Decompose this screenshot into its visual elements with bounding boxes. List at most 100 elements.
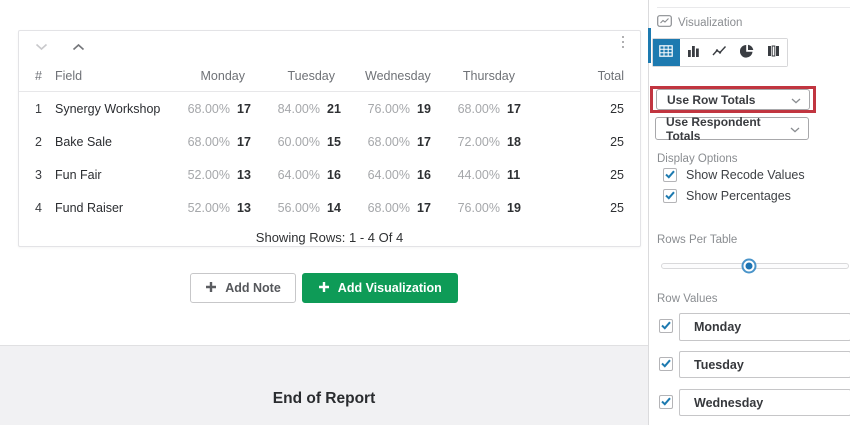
pct-value: 68.00% xyxy=(187,101,230,116)
settings-sidebar: Visualization xyxy=(648,0,850,425)
line-chart-icon xyxy=(712,45,727,60)
pct-value: 76.00% xyxy=(457,200,500,215)
pct-value: 68.00% xyxy=(187,134,230,149)
visualization-section-header: Visualization xyxy=(657,15,742,30)
row-field-name: Synergy Workshop xyxy=(55,101,161,116)
count-value: 17 xyxy=(237,101,251,116)
bar-chart-icon xyxy=(687,45,700,60)
row-total: 25 xyxy=(610,134,624,149)
show-percentages-option[interactable]: Show Percentages xyxy=(663,189,791,203)
table-row: 4 Fund Raiser 52.00% 13 56.00% 14 68.00% 17… xyxy=(19,191,640,224)
count-value: 17 xyxy=(417,200,431,215)
count-value: 19 xyxy=(507,200,521,215)
pct-value: 64.00% xyxy=(277,167,320,182)
display-options-label: Display Options xyxy=(657,153,738,165)
row-total: 25 xyxy=(610,167,624,182)
row-value-monday-checkbox[interactable] xyxy=(659,319,673,333)
show-recode-values-checkbox[interactable] xyxy=(663,168,677,182)
viz-type-line-chart-button[interactable] xyxy=(706,39,734,66)
pct-value: 44.00% xyxy=(457,167,500,182)
highlight-box: Use Row Totals xyxy=(650,86,816,113)
sidebar-scrollbar-thumb[interactable] xyxy=(648,28,651,63)
dropdown-value: Use Respondent Totals xyxy=(666,114,761,143)
add-visualization-button[interactable]: Add Visualization xyxy=(301,273,458,303)
showing-rows-status: Showing Rows: 1 - 4 Of 4 xyxy=(255,230,404,245)
section-divider xyxy=(0,345,648,346)
row-total: 25 xyxy=(610,200,624,215)
viz-type-table-button[interactable] xyxy=(653,39,680,66)
pie-chart-icon xyxy=(739,44,754,61)
show-recode-values-option[interactable]: Show Recode Values xyxy=(663,168,805,182)
pct-value: 84.00% xyxy=(277,101,320,116)
pct-value: 64.00% xyxy=(367,167,410,182)
table-icon xyxy=(659,45,674,60)
report-canvas: # Field Monday Tuesday Wednesday Thursda… xyxy=(0,30,648,425)
column-header-tuesday: Tuesday xyxy=(287,69,335,83)
count-value: 16 xyxy=(327,167,341,182)
count-value: 17 xyxy=(237,134,251,149)
checkmark-icon xyxy=(665,189,675,203)
chevron-down-icon xyxy=(791,93,801,107)
data-table-card[interactable]: # Field Monday Tuesday Wednesday Thursda… xyxy=(18,30,641,247)
option-label: Show Percentages xyxy=(686,189,791,203)
column-header-monday: Monday xyxy=(200,69,245,83)
pct-value: 68.00% xyxy=(457,101,500,116)
end-of-report-text: End of Report xyxy=(272,390,376,407)
count-value: 17 xyxy=(507,101,521,116)
count-value: 16 xyxy=(417,167,431,182)
dropdown-value: Use Row Totals xyxy=(667,92,756,107)
count-value: 15 xyxy=(327,134,341,149)
row-number: 2 xyxy=(35,134,42,149)
viz-type-pie-chart-button[interactable] xyxy=(733,39,761,66)
count-value: 21 xyxy=(327,101,341,116)
pct-value: 60.00% xyxy=(277,134,320,149)
count-value: 13 xyxy=(237,200,251,215)
pct-value: 52.00% xyxy=(187,200,230,215)
respondent-totals-dropdown[interactable]: Use Respondent Totals xyxy=(655,114,809,143)
count-value: 17 xyxy=(417,134,431,149)
row-value-tuesday-field[interactable]: Tuesday xyxy=(679,351,850,378)
row-number: 1 xyxy=(35,101,42,116)
rows-per-table-slider[interactable] xyxy=(661,258,849,274)
pct-value: 68.00% xyxy=(367,134,410,149)
plus-icon xyxy=(318,281,330,296)
visualization-icon xyxy=(657,15,672,30)
column-header-total: Total xyxy=(597,69,624,83)
count-value: 18 xyxy=(507,134,521,149)
checkmark-icon xyxy=(661,355,671,373)
row-value-tuesday-checkbox[interactable] xyxy=(659,357,673,371)
move-down-chevron-icon[interactable] xyxy=(35,38,48,56)
pct-value: 72.00% xyxy=(457,134,500,149)
row-value-monday-field[interactable]: Monday xyxy=(679,313,850,341)
row-value-wednesday-field[interactable]: Wednesday xyxy=(679,389,850,416)
count-value: 11 xyxy=(507,167,521,182)
viz-type-bar-chart-button[interactable] xyxy=(679,39,707,66)
row-values-label: Row Values xyxy=(657,293,718,305)
add-content-bar: Add Note Add Visualization xyxy=(0,273,648,303)
row-total: 25 xyxy=(610,101,624,116)
option-label: Show Recode Values xyxy=(686,168,805,182)
slider-thumb[interactable] xyxy=(741,258,757,274)
table-row: 2 Bake Sale 68.00% 17 60.00% 15 68.00% 17 7… xyxy=(19,125,640,158)
stacked-bar-icon xyxy=(767,45,780,60)
add-note-button[interactable]: Add Note xyxy=(190,273,296,303)
row-value-wednesday-checkbox[interactable] xyxy=(659,395,673,409)
column-header-num: # xyxy=(35,69,42,83)
count-value: 13 xyxy=(237,167,251,182)
pct-value: 68.00% xyxy=(367,200,410,215)
pct-value: 76.00% xyxy=(367,101,410,116)
count-value: 14 xyxy=(327,200,341,215)
rows-per-table-label: Rows Per Table xyxy=(657,234,738,246)
row-number: 4 xyxy=(35,200,42,215)
row-totals-dropdown[interactable]: Use Row Totals xyxy=(656,89,810,110)
pct-value: 52.00% xyxy=(187,167,230,182)
move-up-chevron-icon[interactable] xyxy=(72,38,85,56)
viz-type-toolbar xyxy=(652,38,788,67)
end-of-report-section: End of Report xyxy=(0,346,648,425)
show-percentages-checkbox[interactable] xyxy=(663,189,677,203)
column-header-field: Field xyxy=(55,69,83,83)
card-controls xyxy=(19,31,640,61)
viz-type-stacked-bar-button[interactable] xyxy=(760,39,787,66)
card-options-kebab-icon[interactable] xyxy=(616,33,630,51)
